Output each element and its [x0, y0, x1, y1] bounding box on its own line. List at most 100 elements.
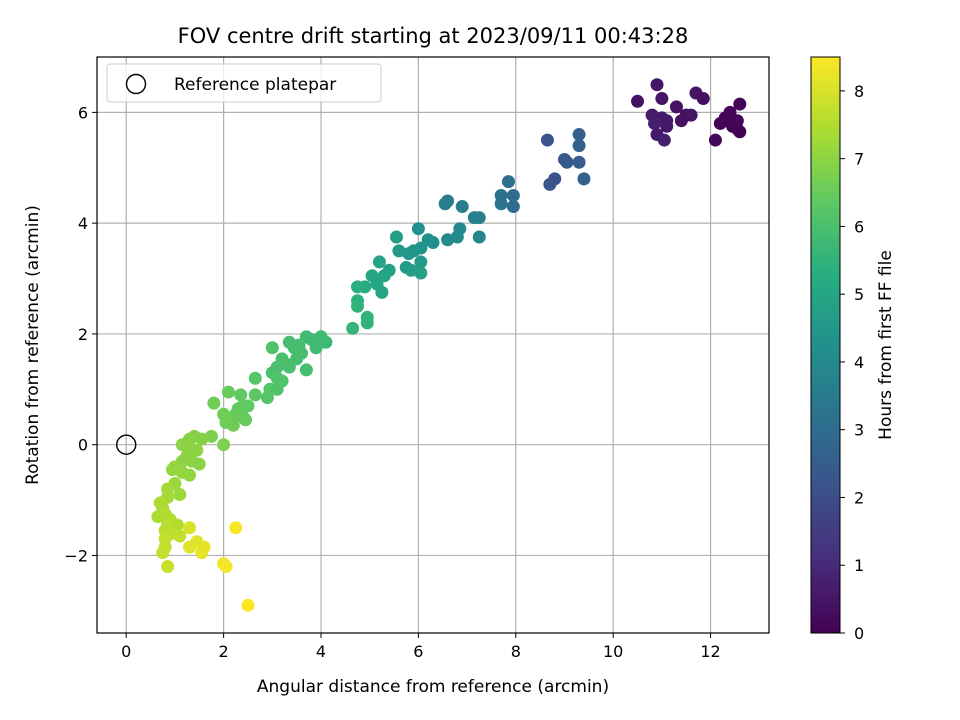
y-axis-ticks: −2 0 2 4 6 [64, 103, 97, 565]
legend-marker-reference [125, 73, 147, 95]
data-point [733, 125, 747, 139]
data-point [631, 94, 645, 108]
data-point [650, 78, 664, 92]
y-tick-label: 0 [78, 436, 88, 455]
colorbar-tick-label: 0 [854, 624, 864, 643]
data-point [648, 116, 662, 130]
data-point [708, 133, 722, 147]
colorbar-tick-label: 7 [854, 150, 864, 169]
data-point [282, 335, 296, 349]
data-point [161, 560, 175, 574]
x-tick-label: 12 [700, 642, 720, 661]
x-axis-label: Angular distance from reference (arcmin) [257, 677, 609, 697]
data-point [455, 200, 469, 214]
data-point [450, 230, 464, 244]
colorbar-tick-label: 8 [854, 82, 864, 101]
data-point [730, 114, 744, 128]
data-point [572, 155, 586, 169]
data-point [372, 255, 386, 269]
y-tick-label: 2 [78, 325, 88, 344]
x-tick-label: 6 [413, 642, 423, 661]
data-point [441, 194, 455, 208]
data-point [183, 521, 197, 535]
data-point [402, 247, 416, 261]
data-point [270, 382, 284, 396]
data-point [280, 357, 294, 371]
data-point [221, 385, 235, 399]
data-point [441, 233, 455, 247]
data-point [669, 100, 683, 114]
data-point [207, 396, 221, 410]
data-point [190, 443, 204, 457]
colorbar-gradient [810, 56, 841, 634]
colorbar-tick-label: 2 [854, 488, 864, 507]
data-point [265, 341, 279, 355]
data-point [295, 346, 309, 360]
data-point [404, 263, 418, 277]
data-point [548, 172, 562, 186]
data-point [175, 465, 189, 479]
data-point [219, 560, 233, 574]
data-point [165, 463, 179, 477]
colorbar-tick-label: 6 [854, 217, 864, 236]
data-point [657, 133, 671, 147]
data-point [173, 529, 187, 543]
data-point [560, 155, 574, 169]
data-point [572, 139, 586, 153]
data-point [655, 92, 669, 106]
data-point [572, 128, 586, 142]
data-point [684, 108, 698, 122]
legend-box [106, 63, 382, 103]
data-point [411, 222, 425, 236]
data-point [204, 429, 218, 443]
y-tick-label: −2 [64, 546, 88, 565]
colorbar-tick-label: 4 [854, 353, 864, 372]
data-point [248, 371, 262, 385]
data-points [116, 78, 747, 612]
x-tick-label: 2 [219, 642, 229, 661]
data-point [540, 133, 554, 147]
colorbar-tick-label: 5 [854, 285, 864, 304]
data-point [506, 188, 520, 202]
colorbar-tick-label: 3 [854, 421, 864, 440]
data-point [248, 388, 262, 402]
colorbar-tick-label: 1 [854, 556, 864, 575]
x-tick-label: 0 [121, 642, 131, 661]
x-tick-label: 4 [316, 642, 326, 661]
data-point [314, 330, 328, 344]
reference-point [116, 434, 137, 455]
data-point [472, 211, 486, 225]
data-point [226, 418, 240, 432]
data-point [260, 391, 274, 405]
data-point [360, 316, 374, 330]
data-point [351, 280, 365, 294]
y-tick-label: 6 [78, 103, 88, 122]
data-point [351, 299, 365, 313]
chart-title: FOV centre drift starting at 2023/09/11 … [178, 24, 689, 48]
x-tick-label: 8 [511, 642, 521, 661]
y-axis-label: Rotation from reference (arcmin) [23, 205, 43, 485]
data-point [229, 407, 243, 421]
data-point [392, 244, 406, 258]
data-point [158, 540, 172, 554]
data-point [234, 388, 248, 402]
x-tick-label: 10 [603, 642, 623, 661]
data-point [346, 321, 360, 335]
grid [97, 57, 769, 633]
data-point [501, 175, 515, 189]
data-point [414, 266, 428, 280]
data-point [229, 521, 243, 535]
data-point [239, 413, 253, 427]
data-point [733, 97, 747, 111]
colorbar: 0 1 2 3 4 5 6 7 8 Hours from first FF file [810, 56, 896, 643]
data-point [660, 114, 674, 128]
data-point [192, 457, 206, 471]
x-axis-ticks: 0 2 4 6 8 10 12 [121, 633, 721, 661]
data-point [375, 285, 389, 299]
data-point [389, 230, 403, 244]
y-tick-label: 4 [78, 214, 88, 233]
data-point [217, 438, 231, 452]
legend-label-reference: Reference platepar [174, 75, 336, 95]
colorbar-ticks: 0 1 2 3 4 5 6 7 8 [840, 82, 864, 643]
